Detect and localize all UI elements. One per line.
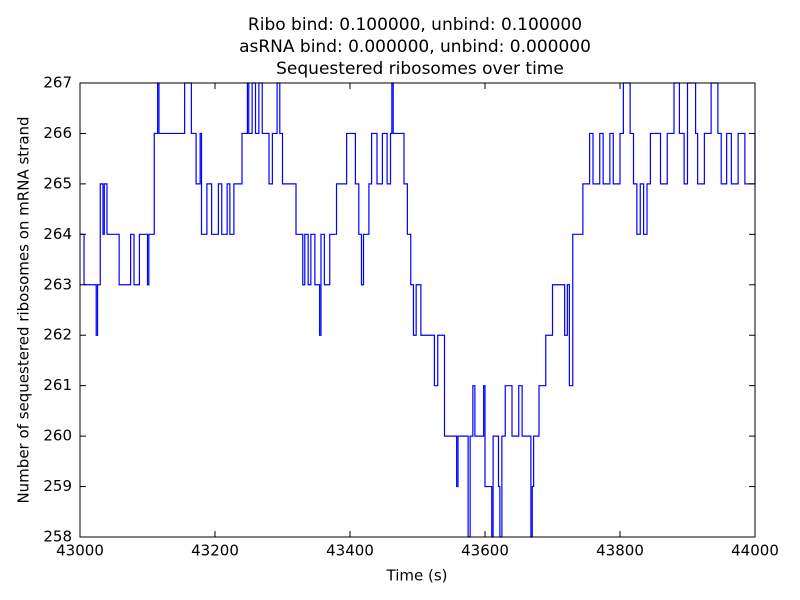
chart-title: Sequestered ribosomes over time: [276, 59, 564, 79]
y-tick-label: 264: [43, 225, 72, 243]
y-tick-label: 262: [43, 326, 72, 344]
x-tick-label: 43600: [461, 542, 509, 560]
data-line: [80, 82, 756, 538]
x-tick-label: 43200: [191, 542, 239, 560]
y-tick-label: 260: [43, 427, 72, 445]
chart-title: Ribo bind: 0.100000, unbind: 0.100000: [248, 15, 582, 35]
y-tick-label: 259: [43, 477, 72, 495]
axes-frame: [79, 82, 756, 538]
x-tick-label: 43000: [56, 542, 104, 560]
y-tick-label: 258: [43, 528, 72, 546]
y-tick-label: 265: [43, 174, 72, 192]
y-tick-label: 266: [43, 124, 72, 142]
plot-area: [80, 82, 756, 538]
y-tick-label: 267: [43, 74, 72, 92]
x-axis-label: Time (s): [386, 567, 448, 585]
y-tick-label: 261: [43, 376, 72, 394]
y-tick-label: 263: [43, 275, 72, 293]
x-tick-label: 43400: [326, 542, 374, 560]
y-axis-label: Number of sequestered ribosomes on mRNA …: [15, 116, 33, 503]
x-tick-label: 44000: [731, 542, 779, 560]
x-tick-label: 43800: [596, 542, 644, 560]
chart-title: asRNA bind: 0.000000, unbind: 0.000000: [239, 37, 591, 57]
